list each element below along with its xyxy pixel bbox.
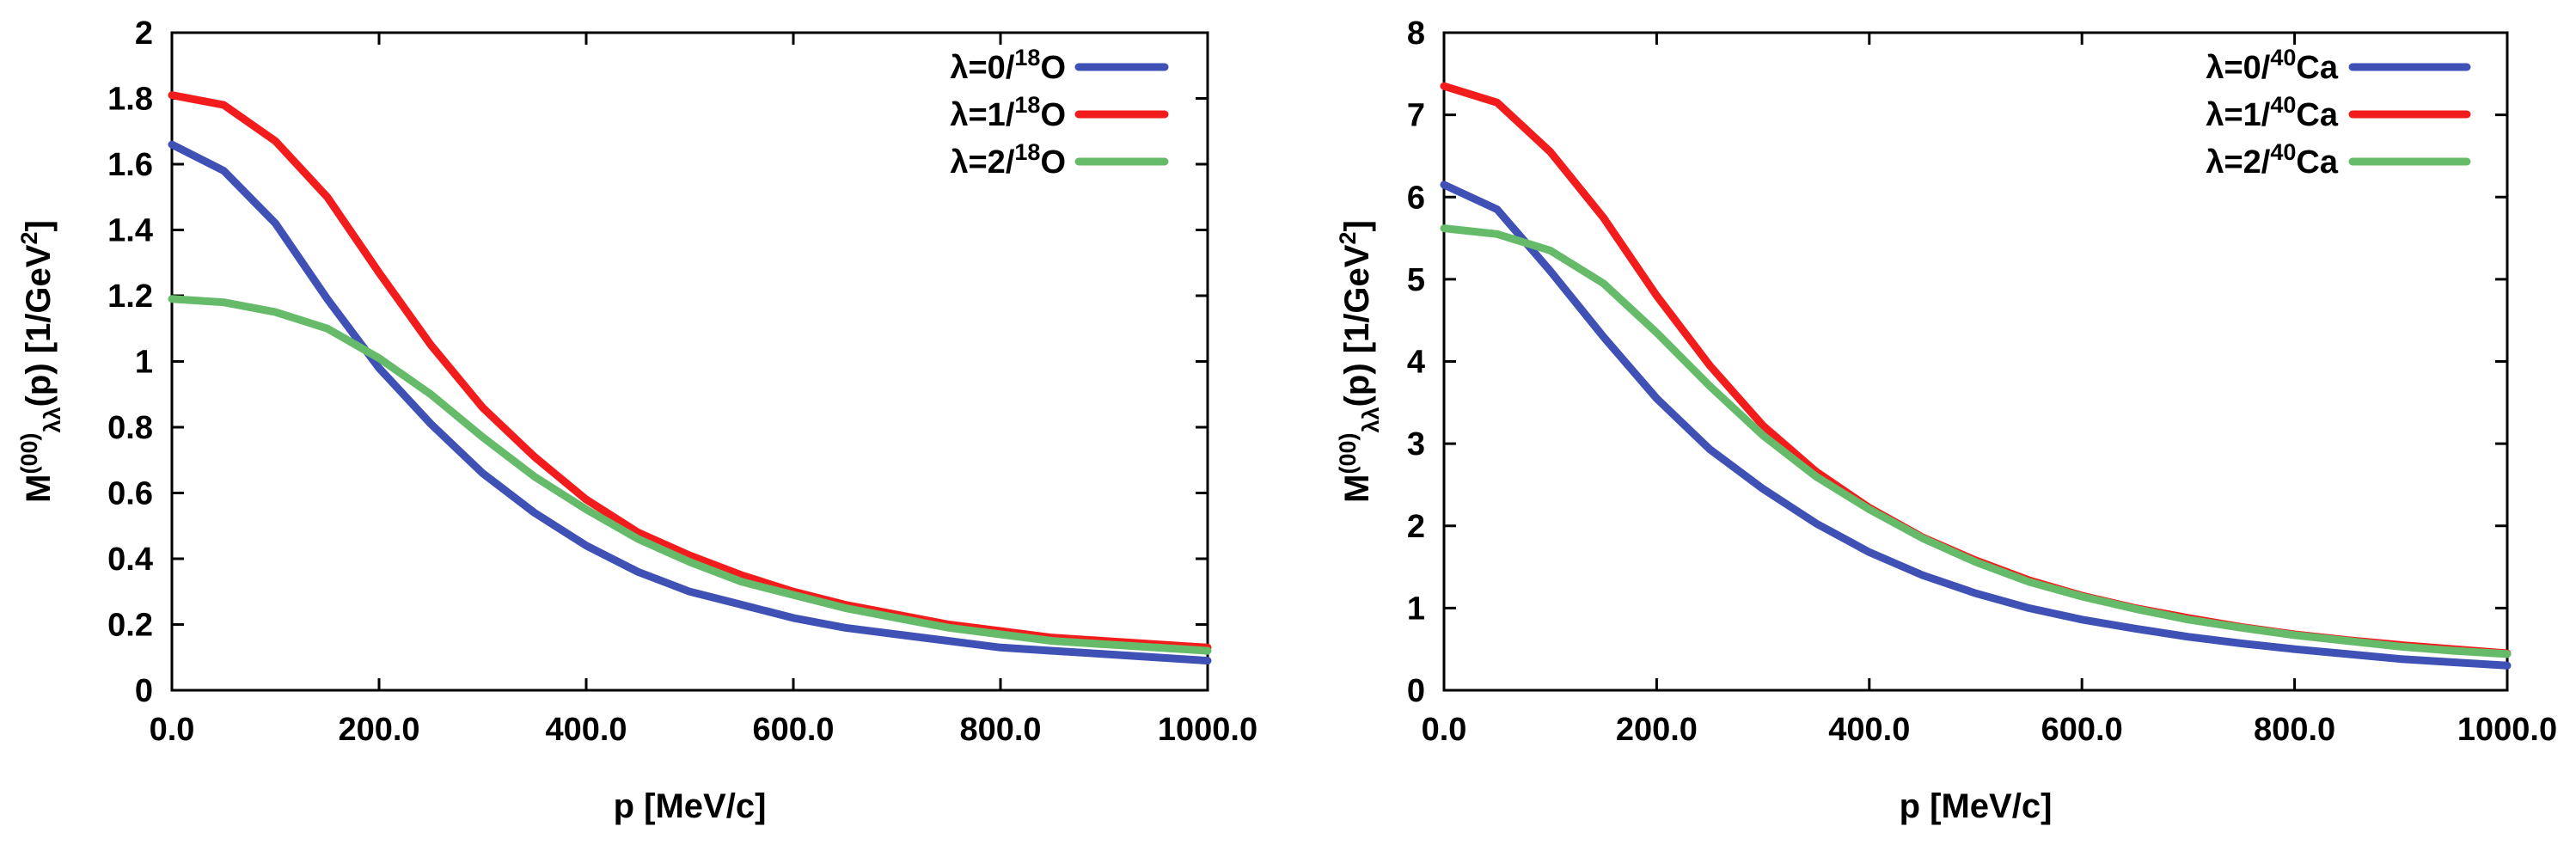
x-axis-title: p [MeV/c] xyxy=(614,787,767,825)
x-tick-label: 800.0 xyxy=(959,712,1041,748)
y-tick-label: 6 xyxy=(1407,180,1425,216)
legend-label-lambda-0: λ=0/18O xyxy=(950,45,1066,86)
legend-label-lambda-1: λ=1/40Ca xyxy=(2206,92,2339,133)
legend-label-lambda-2: λ=2/18O xyxy=(950,139,1066,181)
x-tick-label: 0.0 xyxy=(1422,712,1467,748)
x-tick-label: 800.0 xyxy=(2254,712,2335,748)
y-tick-label: 1.2 xyxy=(107,279,153,315)
y-tick-label: 7 xyxy=(1407,98,1425,134)
y-tick-label: 1 xyxy=(1407,591,1425,627)
y-tick-label: 5 xyxy=(1407,262,1425,298)
series-line-lambda-2 xyxy=(168,295,1212,655)
series-line-lambda-1 xyxy=(1440,82,2512,658)
x-tick-label: 400.0 xyxy=(1828,712,1910,748)
y-axis-title: M(00)λλ(p) [1/GeV2] xyxy=(1335,220,1384,503)
chart-panel-calcium-40: 0 1 2 3 4 5 6 7 8 0.0 200.0 400.0 600.0 800.0 1000.0 p … xyxy=(1335,15,2557,825)
series-line-lambda-0 xyxy=(1440,181,2512,670)
x-tick-label: 600.0 xyxy=(2041,712,2123,748)
x-axis-title: p [MeV/c] xyxy=(1900,787,2053,825)
y-tick-label: 1.8 xyxy=(107,82,153,118)
x-tick-label: 1000.0 xyxy=(1158,712,1257,748)
legend-label-lambda-1: λ=1/18O xyxy=(950,92,1066,133)
legend-label-lambda-0: λ=0/40Ca xyxy=(2206,45,2339,86)
y-axis-title: M(00)λλ(p) [1/GeV2] xyxy=(16,220,65,503)
x-tick-label: 1000.0 xyxy=(2457,712,2557,748)
y-tick-label: 2 xyxy=(1407,509,1425,545)
y-tick-label: 4 xyxy=(1407,345,1425,381)
y-tick-label: 1 xyxy=(135,345,153,381)
y-tick-label: 0 xyxy=(1407,673,1425,709)
y-tick-label: 0.4 xyxy=(107,542,153,578)
series-line-lambda-2 xyxy=(1440,224,2512,658)
y-tick-label: 1.6 xyxy=(107,147,153,183)
y-tick-label: 8 xyxy=(1407,15,1425,52)
y-tick-label: 0.6 xyxy=(107,476,153,512)
legend-label-lambda-2: λ=2/40Ca xyxy=(2206,139,2339,181)
y-tick-label: 0.8 xyxy=(107,410,153,446)
y-tick-label: 1.4 xyxy=(107,213,153,249)
series-line-lambda-0 xyxy=(168,140,1212,665)
x-tick-label: 200.0 xyxy=(338,712,419,748)
y-tick-label: 2 xyxy=(135,15,153,52)
x-tick-label: 600.0 xyxy=(752,712,834,748)
y-tick-label: 3 xyxy=(1407,426,1425,462)
y-tick-label: 0.2 xyxy=(107,608,153,644)
x-tick-label: 0.0 xyxy=(150,712,195,748)
x-tick-label: 400.0 xyxy=(545,712,627,748)
y-tick-label: 0 xyxy=(135,673,153,709)
chart-panel-oxygen-18: 0 0.2 0.4 0.6 0.8 1 1.2 1.4 1.6 1.8 2 0.0 200.0 400.0… xyxy=(16,15,1257,825)
x-tick-label: 200.0 xyxy=(1616,712,1698,748)
